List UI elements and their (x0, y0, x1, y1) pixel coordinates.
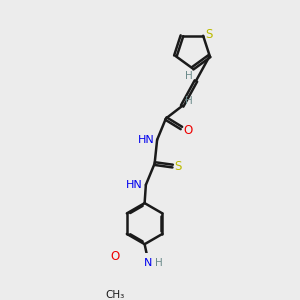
Text: S: S (205, 28, 212, 41)
Text: CH₃: CH₃ (105, 290, 124, 300)
Text: H: H (155, 258, 163, 268)
Text: HN: HN (126, 180, 143, 190)
Text: S: S (175, 160, 182, 172)
Text: O: O (183, 124, 192, 136)
Text: O: O (110, 250, 120, 263)
Text: H: H (185, 97, 193, 106)
Text: HN: HN (137, 135, 154, 145)
Text: N: N (144, 258, 152, 268)
Text: H: H (185, 71, 193, 81)
